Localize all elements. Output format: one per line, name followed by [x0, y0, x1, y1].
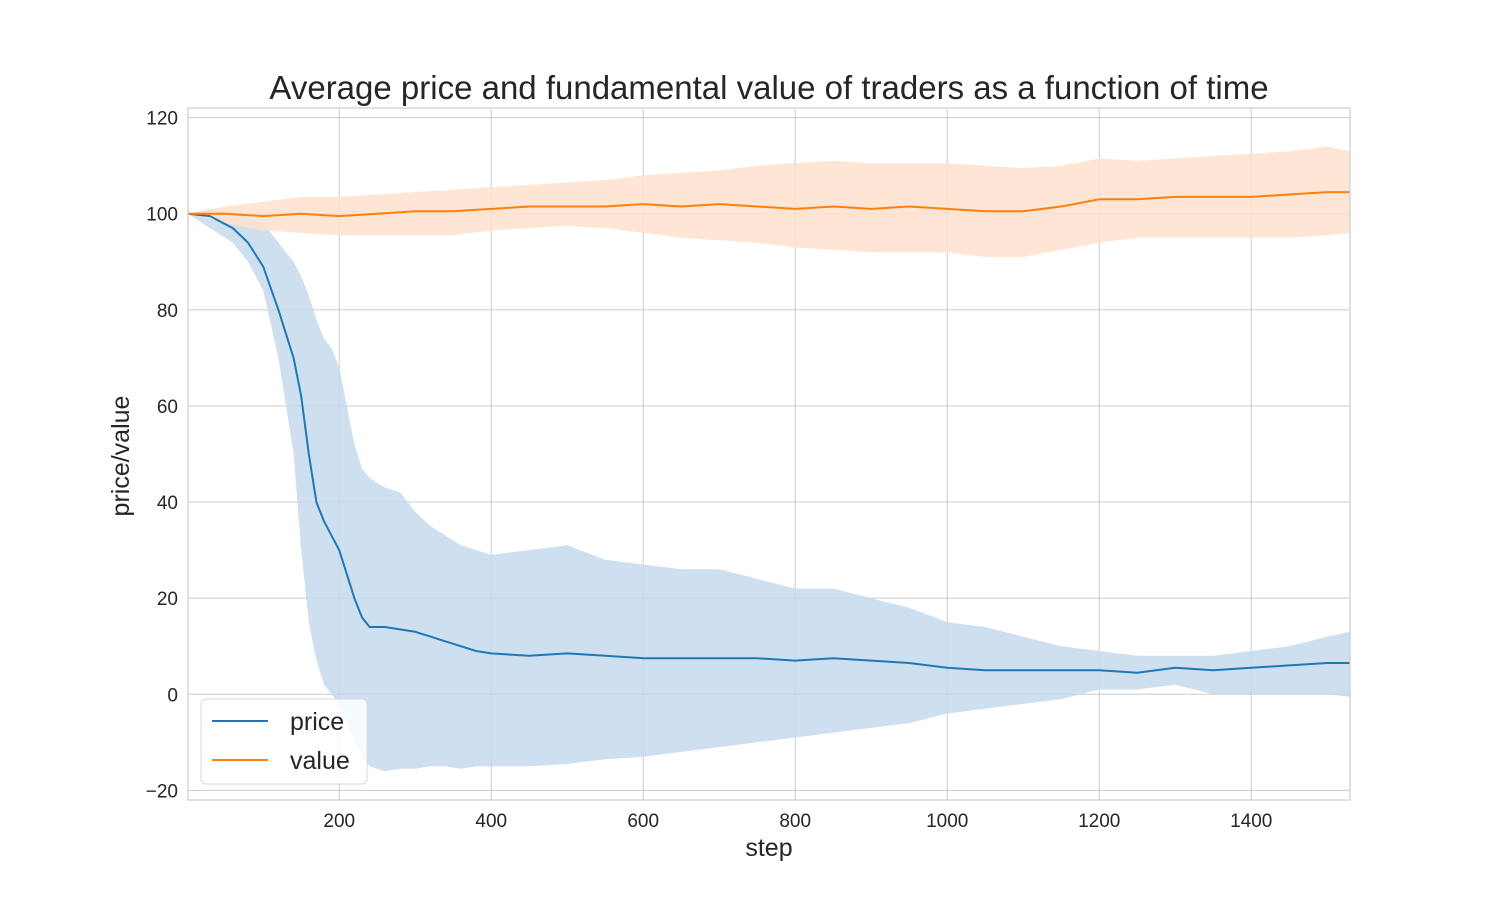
y-tick-label: 40: [157, 493, 178, 514]
y-tick-label: 80: [157, 301, 178, 322]
y-tick-label: 120: [146, 109, 178, 130]
y-tick-label: 0: [167, 685, 178, 706]
series-lines: [187, 191, 1350, 674]
price-band: [188, 208, 1350, 772]
x-tick-label: 800: [779, 811, 811, 832]
legend-price-label: price: [290, 708, 344, 736]
chart-title: Average price and fundamental value of t…: [269, 69, 1268, 106]
y-axis-label: price/value: [107, 396, 135, 517]
x-axis-label: step: [745, 834, 792, 862]
x-tick-label: 600: [627, 811, 659, 832]
y-tick-label: 60: [157, 397, 178, 418]
x-tick-label: 1000: [926, 811, 968, 832]
plot-area: [187, 107, 1351, 801]
value-line: [188, 191, 1350, 218]
x-tick-label: 1400: [1230, 811, 1272, 832]
y-tick-label: 20: [157, 589, 178, 610]
y-tick-label: −20: [146, 781, 178, 802]
plot-frame: [187, 107, 1351, 801]
x-tick-label: 1200: [1078, 811, 1120, 832]
value-band: [188, 146, 1350, 257]
x-tick-label: 400: [475, 811, 507, 832]
x-axis-ticks: 200 400 600 800 1000 1200 1400: [323, 811, 1272, 832]
legend: price value: [200, 698, 368, 785]
confidence-bands: [188, 146, 1350, 772]
x-tick-label: 200: [323, 811, 355, 832]
y-axis-ticks: −20 0 20 40 60 80 100 120: [146, 109, 178, 803]
legend-value-label: value: [290, 747, 350, 775]
y-tick-label: 100: [146, 205, 178, 226]
price-line: [187, 212, 1350, 674]
